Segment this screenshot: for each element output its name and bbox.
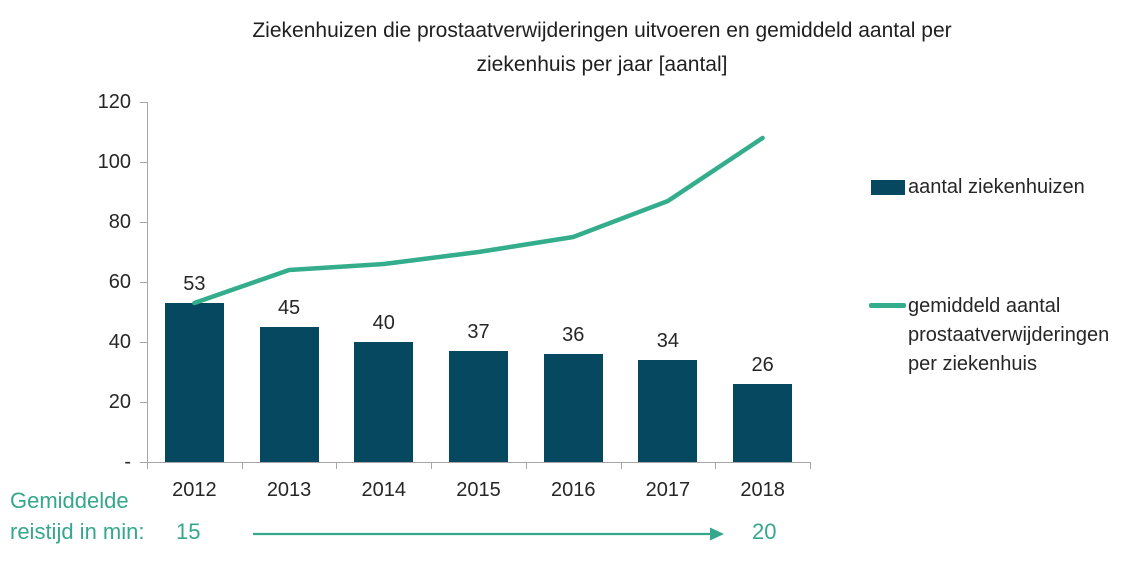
x-category-label: 2012 [172, 479, 217, 501]
bar-value-label: 26 [751, 354, 774, 376]
x-tick [147, 462, 148, 469]
y-tick-label: 80 [108, 211, 131, 233]
y-axis-line [147, 102, 148, 462]
y-tick [140, 402, 147, 403]
x-axis-line [147, 462, 811, 463]
x-tick [336, 462, 338, 469]
x-tick [620, 462, 622, 469]
bar-value-label: 40 [372, 312, 395, 334]
bar [164, 303, 224, 462]
x-tick [431, 462, 433, 469]
y-tick-label: 100 [97, 151, 131, 173]
legend-line-swatch [869, 303, 906, 308]
bar-value-label: 45 [277, 297, 301, 319]
y-tick-label: 20 [108, 391, 131, 413]
x-tick [715, 462, 717, 469]
bar [354, 342, 414, 462]
y-tick [140, 282, 147, 283]
x-category-label: 2017 [645, 479, 691, 501]
trend-line [192, 135, 765, 306]
x-category-label: 2015 [456, 479, 501, 501]
y-tick-label: - [124, 451, 131, 473]
y-tick-label: 40 [108, 331, 131, 353]
bar [733, 384, 793, 462]
y-tick-label: 120 [97, 91, 131, 113]
bar [638, 360, 698, 462]
chart-title: Ziekenhuizen die prostaatverwijderingen … [252, 19, 952, 76]
x-category-label: 2016 [550, 479, 596, 501]
bar [449, 351, 508, 462]
arrow-head-icon [710, 527, 724, 541]
y-tick [140, 342, 147, 343]
bar [259, 327, 319, 462]
y-tick [140, 462, 147, 463]
bar [543, 354, 603, 462]
x-category-label: 2018 [740, 479, 785, 501]
y-tick-label: 60 [108, 271, 131, 293]
travel-time-start-value: 15 [176, 519, 201, 544]
bar-value-label: 53 [183, 273, 206, 295]
bar-value-label: 34 [656, 330, 680, 352]
bar-value-label: 36 [562, 324, 585, 346]
legend-line-label: gemiddeld aantal prostaatverwijderingen … [908, 295, 1110, 375]
x-category-label: 2013 [266, 479, 312, 501]
travel-time-end-value: 20 [752, 519, 777, 544]
legend-bar-swatch [871, 180, 905, 195]
x-category-label: 2014 [361, 479, 407, 501]
x-tick [241, 462, 243, 469]
travel-time-label: Gemiddelde reistijd in min: [10, 488, 145, 544]
y-tick [140, 102, 147, 103]
bar-value-label: 37 [467, 321, 490, 343]
x-tick [810, 462, 811, 469]
legend-bar-label: aantal ziekenhuizen [908, 176, 1085, 198]
y-tick [140, 162, 147, 163]
y-tick [140, 222, 147, 223]
x-tick [525, 462, 527, 469]
